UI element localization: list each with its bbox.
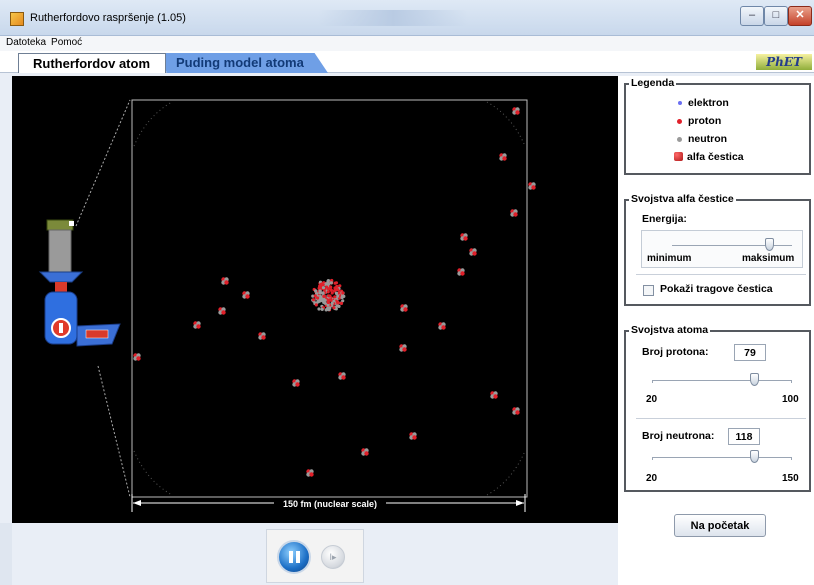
- show-tracks-checkbox[interactable]: [643, 285, 654, 296]
- alpha-particle: [512, 107, 520, 115]
- tab-rutherford-atom[interactable]: Rutherfordov atom: [18, 53, 166, 73]
- alpha-particle: [306, 469, 314, 477]
- menu-file[interactable]: Datoteka: [6, 37, 47, 48]
- corner-arc-tr: [486, 101, 526, 147]
- corner-arc-bl: [133, 450, 173, 496]
- alpha-properties-group: Svojstva alfa čestice Energija: minimum …: [624, 193, 811, 306]
- neutrons-slider-track[interactable]: [652, 457, 792, 460]
- minimize-button[interactable]: –: [740, 6, 764, 26]
- neutrons-slider-thumb[interactable]: [750, 450, 759, 463]
- divider: [636, 418, 806, 419]
- alpha-particle: [292, 379, 300, 387]
- alpha-particle: [242, 291, 250, 299]
- alpha-particle: [457, 268, 465, 276]
- reset-button[interactable]: Na početak: [674, 514, 766, 537]
- menu-bar: Datoteka Pomoć: [0, 36, 814, 51]
- alpha-particle: [218, 307, 226, 315]
- pause-button[interactable]: [277, 540, 311, 574]
- alpha-particle: [469, 248, 477, 256]
- alpha-particle: [361, 448, 369, 456]
- window-title: Rutherfordovo raspršenje (1.05): [30, 12, 186, 24]
- alpha-properties-title: Svojstva alfa čestice: [629, 193, 736, 205]
- protons-label: Broj protona:: [642, 346, 709, 358]
- simulation-canvas[interactable]: 150 fm (nuclear scale): [12, 76, 618, 523]
- alpha-particle: [409, 432, 417, 440]
- neutrons-min-label: 20: [646, 473, 658, 484]
- alpha-particle: [499, 153, 507, 161]
- zoom-line-top: [75, 99, 131, 227]
- neutrons-label: Broj neutrona:: [642, 430, 715, 442]
- protons-slider-track[interactable]: [652, 380, 792, 383]
- alpha-particle: [438, 322, 446, 330]
- phet-logo: PhET: [756, 54, 812, 70]
- alpha-particle: [338, 372, 346, 380]
- step-button[interactable]: I▸: [321, 545, 345, 569]
- zoom-line-bottom: [97, 365, 131, 498]
- tab-plum-pudding-atom[interactable]: Puding model atoma: [160, 53, 328, 73]
- alpha-particle: [460, 233, 468, 241]
- control-panel: Legenda elektron proton neutron alfa čes…: [618, 76, 814, 585]
- neutrons-input[interactable]: [728, 428, 760, 445]
- alpha-particle: [193, 321, 201, 329]
- alpha-particle: [221, 277, 229, 285]
- alpha-particle-icon: [674, 152, 683, 161]
- corner-arc-tl: [133, 101, 173, 147]
- neutron-dot-icon: [677, 137, 682, 142]
- scale-bar: 150 fm (nuclear scale): [131, 494, 526, 512]
- energy-slider-frame: minimum maksimum: [641, 230, 803, 268]
- gold-nucleus: [311, 278, 346, 312]
- protons-input[interactable]: [734, 344, 766, 361]
- tab-bar: Puding model atoma Rutherfordov atom: [0, 51, 814, 73]
- alpha-particle: [512, 407, 520, 415]
- protons-max-label: 100: [782, 394, 799, 405]
- atom-properties-title: Svojstva atoma: [629, 324, 711, 336]
- alpha-particle: [510, 209, 518, 217]
- legend-title: Legenda: [629, 77, 677, 89]
- alpha-particle: [399, 344, 407, 352]
- protons-slider-thumb[interactable]: [750, 373, 759, 386]
- zoom-view-box: [131, 99, 528, 498]
- show-tracks-label[interactable]: Pokaži tragove čestica: [660, 283, 773, 295]
- divider: [636, 274, 806, 275]
- energy-slider-track[interactable]: [672, 245, 792, 246]
- title-bar: Rutherfordovo raspršenje (1.05) – □ ✕: [0, 0, 814, 36]
- blurred-taskbar-region: [318, 10, 468, 26]
- simulation-svg: 150 fm (nuclear scale): [38, 99, 536, 512]
- alpha-particle: [400, 304, 408, 312]
- legend-group: Legenda elektron proton neutron alfa čes…: [624, 77, 811, 175]
- energy-label: Energija:: [642, 213, 687, 225]
- proton-dot-icon: [677, 119, 682, 124]
- neutrons-max-label: 150: [782, 473, 799, 484]
- corner-arc-br: [486, 450, 526, 496]
- maximize-button[interactable]: □: [764, 6, 788, 26]
- menu-help[interactable]: Pomoć: [51, 37, 83, 48]
- app-icon: [10, 12, 24, 26]
- energy-slider-thumb[interactable]: [765, 238, 774, 251]
- alpha-particle: [258, 332, 266, 340]
- alpha-particle-gun-icon[interactable]: [38, 219, 121, 347]
- energy-max-label: maksimum: [742, 253, 795, 264]
- alpha-particle: [133, 353, 141, 361]
- alpha-particle: [528, 182, 536, 190]
- energy-min-label: minimum: [647, 253, 692, 264]
- atom-properties-group: Svojstva atoma Broj protona: 20 100 Broj…: [624, 324, 811, 492]
- left-edge: [0, 523, 12, 585]
- alpha-particles: [133, 107, 536, 477]
- scale-label: 150 fm (nuclear scale): [283, 499, 377, 509]
- alpha-particle: [490, 391, 498, 399]
- protons-min-label: 20: [646, 394, 658, 405]
- close-button[interactable]: ✕: [788, 6, 812, 26]
- electron-dot-icon: [678, 101, 682, 105]
